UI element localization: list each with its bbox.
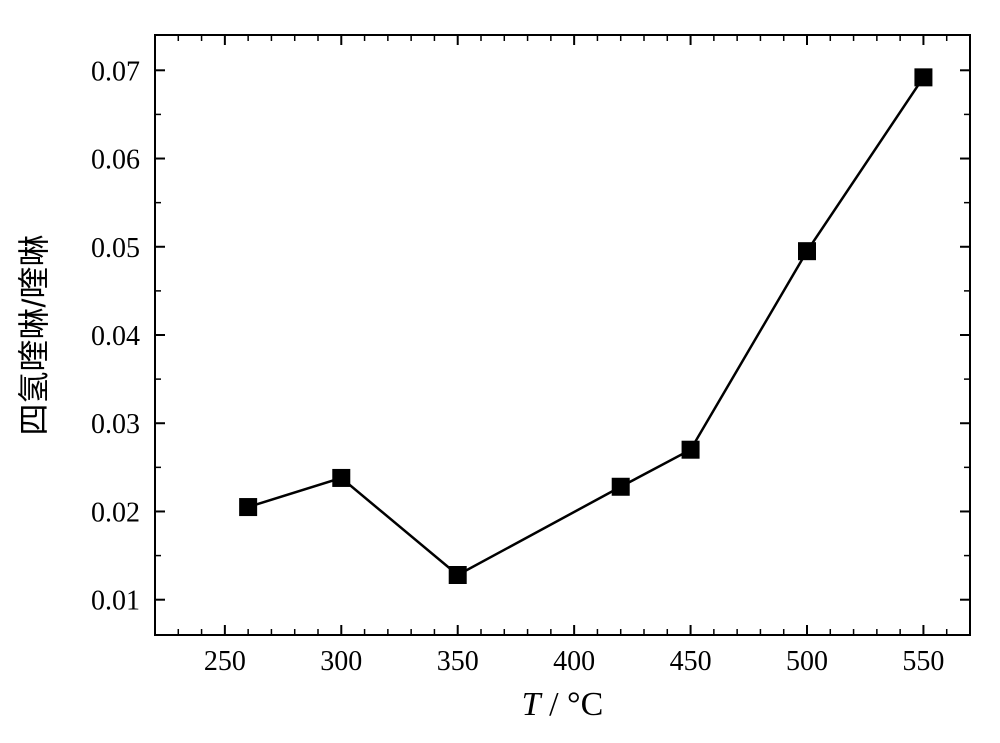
y-tick-label: 0.05 bbox=[91, 233, 140, 264]
x-tick-label: 450 bbox=[670, 646, 712, 677]
line-chart: 250 300 350 400 450 500 550 0.01 0.02 0.03 0.04 0.0… bbox=[0, 0, 1000, 743]
y-tick-label: 0.07 bbox=[91, 56, 140, 87]
data-line bbox=[248, 77, 923, 575]
x-tick-label: 400 bbox=[553, 646, 595, 677]
data-marker bbox=[798, 242, 816, 260]
x-tick-label: 300 bbox=[320, 646, 362, 677]
y-tick-label: 0.04 bbox=[91, 321, 140, 352]
data-marker bbox=[682, 441, 700, 459]
data-marker bbox=[612, 478, 630, 496]
x-tick-label: 500 bbox=[786, 646, 828, 677]
x-axis-title: T / °C bbox=[522, 686, 604, 723]
x-tick-label: 250 bbox=[204, 646, 246, 677]
y-tick-label: 0.01 bbox=[91, 586, 140, 617]
data-marker bbox=[449, 566, 467, 584]
chart-container: 250 300 350 400 450 500 550 0.01 0.02 0.03 0.04 0.0… bbox=[0, 0, 1000, 743]
data-marker bbox=[239, 498, 257, 516]
y-tick-label: 0.06 bbox=[91, 145, 140, 176]
y-tick-label: 0.02 bbox=[91, 497, 140, 528]
y-axis-title: 四氢喹啉/喹啉 bbox=[16, 235, 52, 436]
x-tick-label: 550 bbox=[902, 646, 944, 677]
data-marker bbox=[914, 68, 932, 86]
y-tick-label: 0.03 bbox=[91, 409, 140, 440]
data-marker bbox=[332, 469, 350, 487]
x-tick-label: 350 bbox=[437, 646, 479, 677]
